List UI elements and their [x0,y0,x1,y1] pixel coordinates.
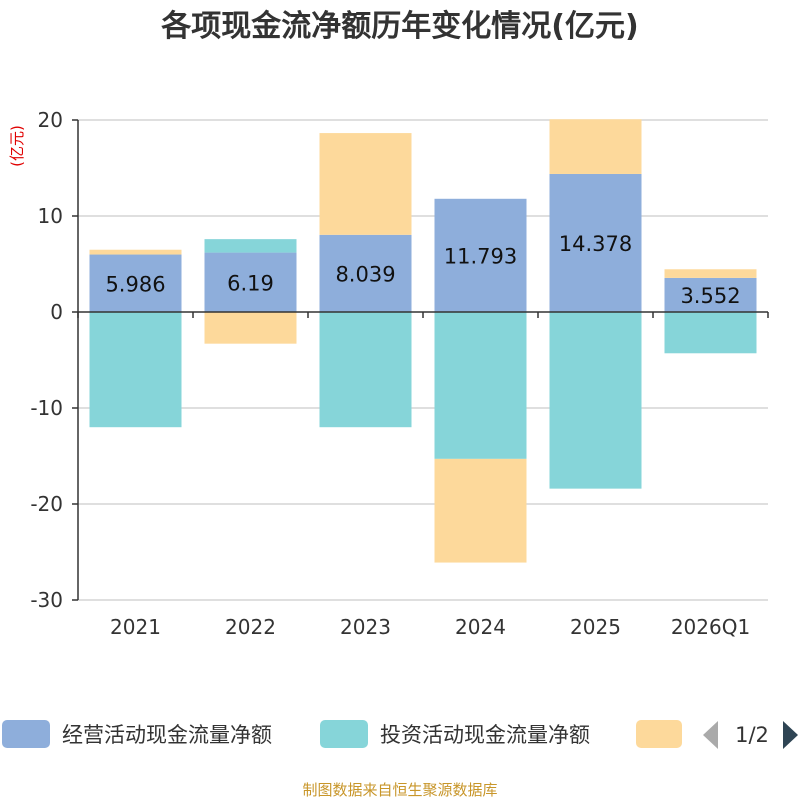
data-label: 11.793 [444,244,517,268]
data-label: 6.19 [227,271,274,295]
bar-series2-2022[interactable] [204,312,297,344]
bar-series2-2021[interactable] [89,249,182,255]
bar-series1-2022[interactable] [204,239,297,253]
x-tick-label: 2021 [110,615,161,639]
legend-page-indicator: 1/2 [735,723,769,747]
bar-series1-2026Q1[interactable] [664,312,757,354]
bars [89,119,757,563]
x-tick-label: 2023 [340,615,391,639]
y-tick-label: 10 [38,204,63,228]
data-label: 5.986 [105,272,165,296]
bar-series2-2026Q1[interactable] [664,269,757,278]
bar-series0-2024[interactable] [434,198,527,312]
bar-series0-2022[interactable] [204,252,297,312]
y-tick-label: 0 [50,300,63,324]
y-tick-label: -20 [30,492,63,516]
bar-series0-2023[interactable] [319,234,412,312]
bar-series2-2024[interactable] [434,458,527,563]
bar-series1-2025[interactable] [549,312,642,489]
legend-next-page-icon[interactable] [783,721,798,749]
y-tick-label: -10 [30,396,63,420]
bar-series0-2026Q1[interactable] [664,277,757,312]
legend-prev-page-icon[interactable] [703,721,718,749]
legend-label-investing[interactable]: 投资活动现金流量净额 [380,723,590,747]
x-tick-label: 2024 [455,615,506,639]
bar-series2-2025[interactable] [549,119,642,174]
legend-swatch-financing[interactable] [636,720,682,748]
data-label: 14.378 [559,232,632,256]
data-label: 3.552 [680,284,740,308]
legend: 经营活动现金流量净额 投资活动现金流量净额 1/2 [2,720,798,749]
bar-series1-2021[interactable] [89,312,182,428]
bar-series1-2023[interactable] [319,312,412,428]
data-label: 8.039 [335,262,395,286]
source-note: 制图数据来自恒生聚源数据库 [302,781,497,799]
legend-swatch-investing[interactable] [320,720,368,748]
axes: 20 10 0 -10 -20 -30 2021 2022 2023 2024 2025 2026Q1 [30,108,769,639]
data-labels: 5.986 6.19 8.039 11.793 14.378 3.552 [105,232,740,308]
bar-series1-2024[interactable] [434,312,527,459]
chart-title: 各项现金流净额历年变化情况(亿元) [160,9,638,44]
grid-lines [78,119,768,601]
legend-label-operating[interactable]: 经营活动现金流量净额 [62,723,272,747]
bar-series0-2021[interactable] [89,254,182,312]
y-tick-label: -30 [30,588,63,612]
legend-swatch-operating[interactable] [2,720,50,748]
x-tick-label: 2025 [570,615,621,639]
x-tick-label: 2022 [225,615,276,639]
y-tick-label: 20 [38,108,63,132]
bar-series2-2023[interactable] [319,133,412,235]
x-tick-label: 2026Q1 [671,615,750,639]
bar-series0-2025[interactable] [549,173,642,312]
y-axis-unit: (亿元) [8,125,26,167]
